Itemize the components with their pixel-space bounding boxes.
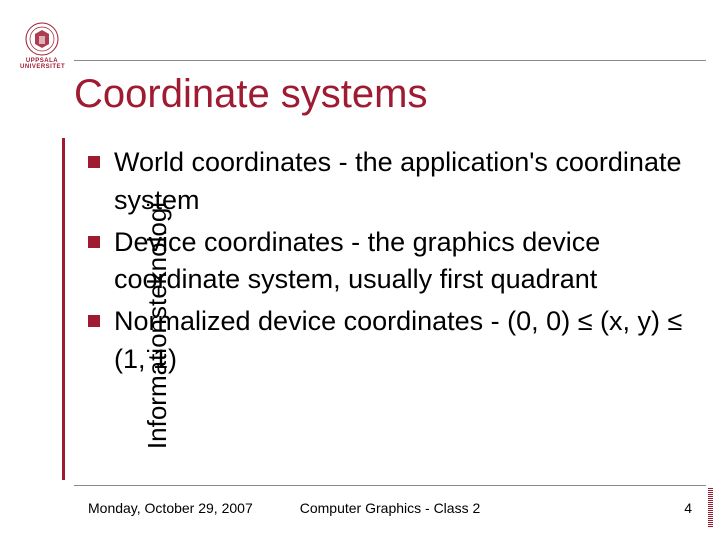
- bullet-text: World coordinates - the application's co…: [114, 147, 681, 215]
- bullet-text: Normalized device coordinates - (0, 0) ≤…: [114, 306, 682, 374]
- footer-date: Monday, October 29, 2007: [88, 500, 253, 516]
- university-logo: UPPSALA UNIVERSITET: [20, 22, 64, 70]
- divider-bottom: [74, 485, 706, 486]
- slide: UPPSALA UNIVERSITET Coordinate systems I…: [0, 0, 720, 540]
- sidebar-stripe: [62, 138, 65, 480]
- logo-caption: UPPSALA UNIVERSITET: [20, 58, 64, 70]
- decorative-stripes: [708, 488, 713, 528]
- square-bullet-icon: [88, 315, 100, 327]
- footer: Monday, October 29, 2007 Computer Graphi…: [88, 500, 692, 516]
- logo-caption-line2: UNIVERSITET: [20, 64, 65, 70]
- square-bullet-icon: [88, 236, 100, 248]
- slide-title: Coordinate systems: [74, 72, 427, 117]
- list-item: Device coordinates - the graphics device…: [88, 224, 692, 300]
- footer-page: 4: [684, 500, 692, 516]
- bullet-text: Device coordinates - the graphics device…: [114, 227, 600, 295]
- bullet-list: World coordinates - the application's co…: [88, 144, 692, 383]
- square-bullet-icon: [88, 156, 100, 168]
- list-item: Normalized device coordinates - (0, 0) ≤…: [88, 303, 692, 379]
- divider-top: [74, 60, 706, 61]
- footer-course: Computer Graphics - Class 2: [300, 500, 481, 516]
- list-item: World coordinates - the application's co…: [88, 144, 692, 220]
- seal-icon: [25, 22, 59, 56]
